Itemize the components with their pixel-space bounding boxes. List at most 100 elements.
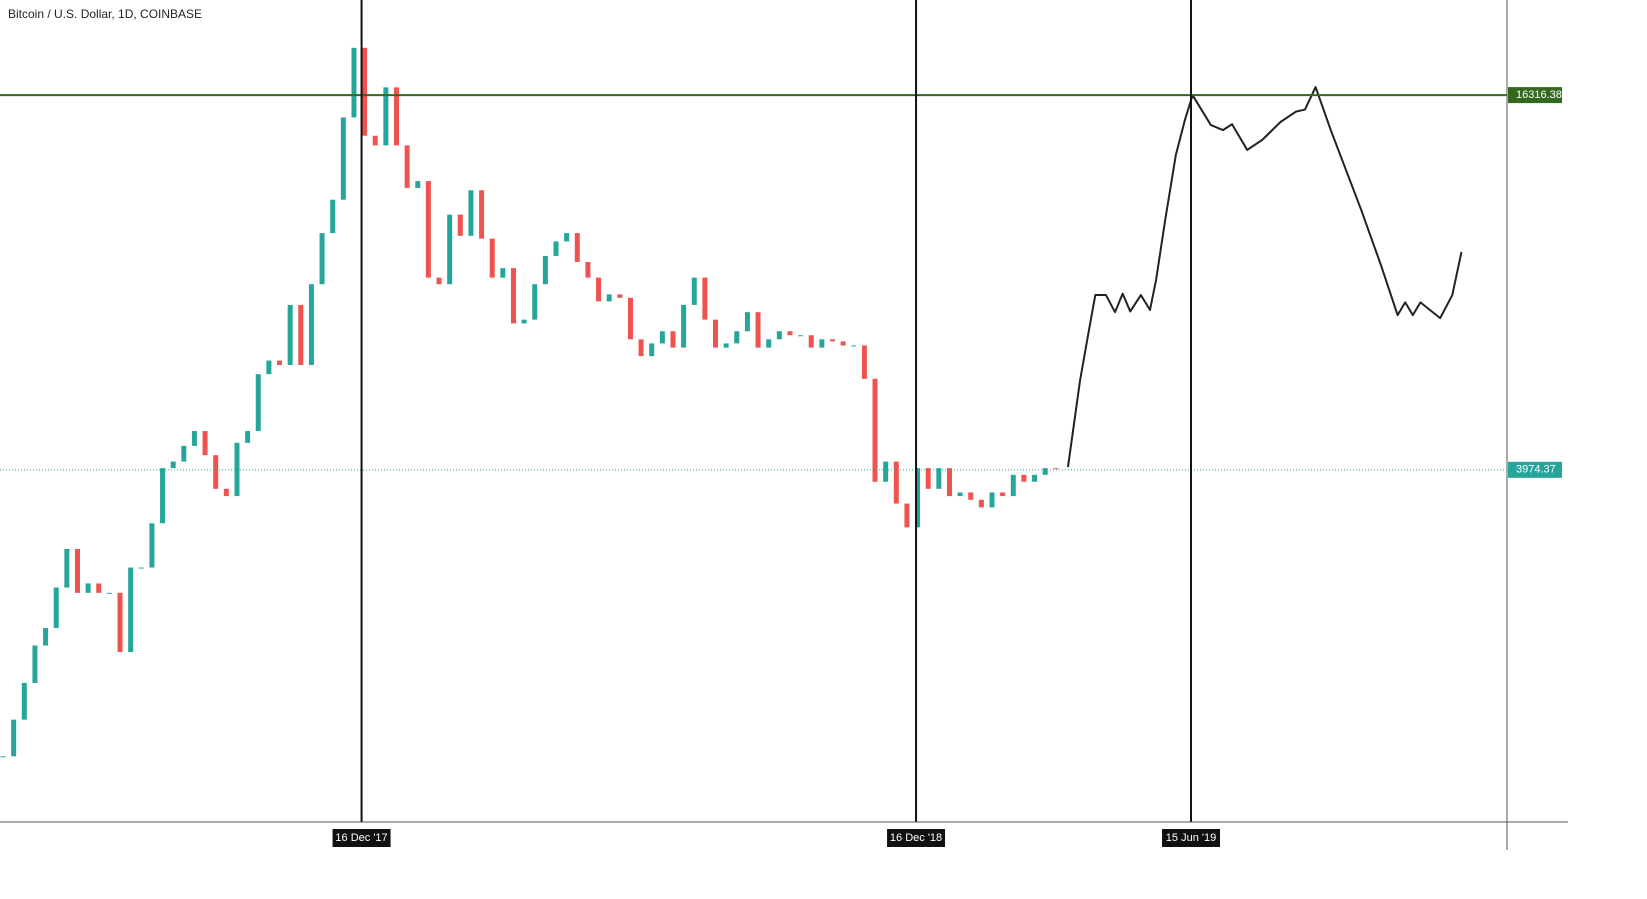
candle — [53, 587, 59, 628]
candle — [798, 335, 804, 337]
candle — [755, 312, 761, 348]
candle — [415, 181, 421, 188]
candle — [1021, 474, 1027, 482]
candle — [351, 47, 357, 118]
candle — [968, 492, 974, 500]
candle — [574, 233, 580, 262]
candle — [457, 214, 463, 236]
candle — [713, 319, 719, 348]
candle — [266, 360, 272, 375]
candle — [287, 304, 293, 366]
vline-label: 15 Jun '19 — [1166, 832, 1216, 844]
vline-badge — [332, 829, 391, 847]
candle — [617, 294, 623, 298]
candle — [904, 503, 910, 528]
candle — [489, 238, 495, 278]
candle — [277, 360, 283, 366]
candle — [436, 277, 442, 285]
candle — [106, 592, 112, 594]
candle — [989, 492, 995, 508]
candle — [510, 268, 516, 324]
candle — [553, 241, 559, 256]
projection-line — [1066, 86, 1463, 468]
candle — [117, 592, 123, 653]
candle — [298, 304, 304, 366]
candle — [978, 499, 984, 508]
candle — [1053, 468, 1059, 470]
candle — [1042, 468, 1048, 475]
candle — [872, 378, 878, 482]
candle — [425, 181, 431, 278]
candle — [1010, 474, 1016, 497]
last-price-badge — [1508, 461, 1562, 478]
candle — [670, 331, 676, 348]
candle — [181, 445, 187, 462]
candle — [787, 331, 793, 336]
candle — [404, 145, 410, 188]
candle — [479, 190, 485, 239]
candle — [383, 87, 389, 146]
price-axis-panel — [1507, 0, 1568, 850]
hline-badge — [1508, 87, 1562, 104]
last-price-label: 3974.37 — [1516, 464, 1556, 476]
candle — [946, 468, 952, 497]
candle — [191, 431, 197, 446]
candle — [861, 345, 867, 379]
candle — [128, 567, 134, 653]
candle — [213, 455, 219, 489]
candle — [372, 135, 378, 146]
candle — [32, 645, 38, 683]
candle — [596, 277, 602, 302]
candle — [819, 339, 825, 348]
candle — [362, 47, 368, 136]
candle — [43, 627, 49, 646]
candle — [234, 442, 240, 497]
chart-title: Bitcoin / U.S. Dollar, 1D, COINBASE — [8, 7, 202, 21]
candle — [564, 233, 570, 242]
candle — [723, 343, 729, 348]
candle — [0, 756, 6, 758]
candle — [585, 261, 591, 278]
candle — [915, 468, 921, 528]
candle — [925, 468, 931, 489]
candle — [734, 331, 740, 344]
candle — [319, 233, 325, 285]
candle — [521, 319, 527, 324]
candle — [744, 312, 750, 332]
candle — [532, 284, 538, 320]
candle — [223, 488, 229, 497]
candle — [170, 461, 176, 469]
candle — [74, 548, 80, 593]
candle — [883, 461, 889, 482]
candle — [606, 294, 612, 302]
candle — [202, 431, 208, 456]
hline-label: 16316.38 — [1516, 89, 1562, 101]
candle — [447, 214, 453, 285]
candle — [627, 297, 633, 340]
candle — [468, 190, 474, 236]
candle — [340, 117, 346, 200]
candle — [776, 331, 782, 340]
candle — [308, 284, 314, 366]
candle — [245, 431, 251, 443]
candle — [681, 304, 687, 348]
candle — [255, 374, 261, 432]
vline-label: 16 Dec '18 — [890, 832, 942, 844]
candle — [160, 468, 166, 524]
candle — [542, 255, 548, 285]
vline-badge — [887, 829, 946, 847]
candle — [330, 199, 336, 234]
candle — [649, 343, 655, 357]
candle — [638, 339, 644, 357]
candle — [829, 339, 835, 342]
candle — [85, 583, 91, 593]
candle — [393, 87, 399, 146]
candle — [21, 682, 27, 720]
candle — [957, 492, 963, 497]
candle — [1000, 492, 1006, 497]
candle — [11, 719, 17, 757]
candle — [96, 583, 102, 593]
candle — [500, 268, 506, 278]
